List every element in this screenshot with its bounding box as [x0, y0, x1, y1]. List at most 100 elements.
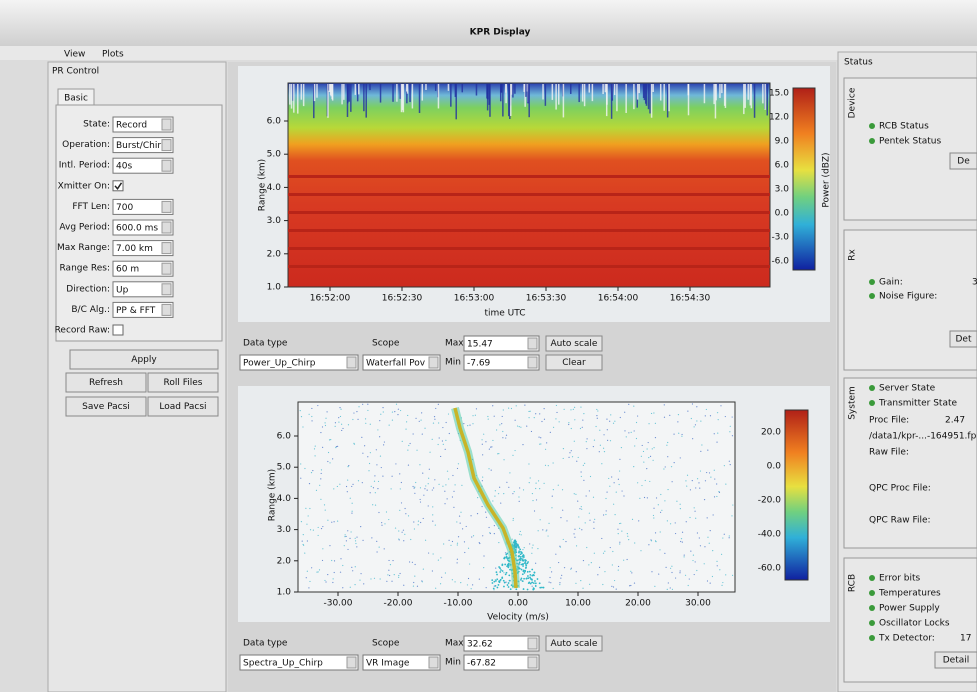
noise-dot	[355, 538, 356, 539]
field-input-arrow[interactable]	[162, 160, 171, 171]
noise-dot	[505, 437, 506, 438]
apply-button-label[interactable]: Apply	[131, 355, 157, 365]
rcb-button-label[interactable]: Detail	[943, 656, 970, 666]
noise-dot	[499, 424, 500, 425]
data-type-select-arrow[interactable]	[347, 357, 356, 368]
plot-button-label[interactable]: Clear	[562, 358, 586, 368]
min-input-arrow[interactable]	[528, 657, 537, 668]
field-input-value[interactable]: Up	[116, 285, 129, 295]
field-input-value[interactable]: 40s	[116, 162, 132, 172]
noise-dot	[729, 431, 730, 432]
noise-streak	[764, 84, 766, 110]
max-input-arrow[interactable]	[528, 638, 537, 649]
scope-select-arrow[interactable]	[429, 657, 438, 668]
max-input-value[interactable]: 15.47	[467, 340, 493, 350]
noise-dot	[692, 438, 693, 439]
plot-button-label[interactable]: Auto scale	[551, 639, 598, 649]
noise-dot	[685, 575, 686, 576]
noise-streak	[392, 84, 394, 102]
noise-streak	[606, 84, 608, 105]
spread-dot	[543, 587, 545, 589]
noise-dot	[584, 463, 585, 464]
scope-select-arrow[interactable]	[429, 357, 438, 368]
field-input-arrow[interactable]	[162, 284, 171, 295]
load-pacsi-button-label[interactable]: Load Pacsi	[159, 402, 206, 412]
noise-dot	[705, 415, 706, 416]
noise-dot	[309, 483, 310, 484]
field-input-arrow[interactable]	[162, 201, 171, 212]
field-input-arrow[interactable]	[162, 304, 171, 315]
noise-dot	[337, 521, 338, 522]
min-input-arrow[interactable]	[528, 357, 537, 368]
noise-dot	[438, 444, 439, 445]
plot-button-label[interactable]: Auto scale	[551, 339, 598, 349]
field-label: Range Res:	[60, 264, 111, 274]
field-input-arrow[interactable]	[162, 119, 171, 130]
noise-dot	[522, 444, 523, 445]
field-input-value[interactable]: PP & FFT	[116, 306, 156, 316]
noise-dot	[405, 513, 406, 514]
spread-dot	[507, 564, 509, 566]
field-input-value[interactable]: Record	[116, 121, 147, 131]
spread-dot	[534, 572, 536, 574]
field-input-value[interactable]: 60 m	[116, 265, 139, 275]
field-input-arrow[interactable]	[162, 140, 171, 151]
data-type-select-value[interactable]: Spectra_Up_Chirp	[243, 659, 323, 669]
noise-dot	[675, 577, 676, 578]
roll-files-button-label[interactable]: Roll Files	[164, 378, 203, 388]
data-type-select-arrow[interactable]	[347, 657, 356, 668]
data-type-select-value[interactable]: Power_Up_Chirp	[243, 359, 316, 369]
noise-dot	[403, 530, 404, 531]
noise-dot	[333, 578, 334, 579]
field-input-arrow[interactable]	[162, 243, 171, 254]
noise-dot	[532, 586, 533, 587]
tab-label[interactable]: Basic	[64, 94, 88, 104]
noise-dot	[410, 539, 411, 540]
max-input-arrow[interactable]	[528, 338, 537, 349]
save-pacsi-button-label[interactable]: Save Pacsi	[82, 402, 130, 412]
noise-dot	[539, 488, 540, 489]
device-button-label[interactable]: De	[957, 157, 970, 167]
max-input-value[interactable]: 32.62	[467, 640, 493, 650]
noise-dot	[578, 516, 579, 517]
noise-streak	[301, 84, 303, 100]
group-title: RCB	[848, 574, 858, 592]
field-input-value[interactable]: 600.0 ms	[116, 224, 158, 234]
noise-streak	[652, 84, 654, 92]
menu-item[interactable]: View	[64, 50, 85, 60]
noise-dot	[570, 409, 571, 410]
noise-dot	[338, 421, 339, 422]
field-input-value[interactable]: 700	[116, 203, 133, 213]
rx-button-label[interactable]: Det	[956, 335, 972, 345]
spread-dot	[492, 582, 494, 584]
spread-dot	[522, 570, 524, 572]
noise-dot	[714, 496, 715, 497]
field-input-arrow[interactable]	[162, 222, 171, 233]
noise-dot	[651, 571, 652, 572]
checkbox[interactable]	[113, 325, 123, 335]
noise-dot	[377, 488, 378, 489]
panel-title: PR Control	[52, 67, 99, 77]
noise-dot	[610, 440, 611, 441]
menu-item[interactable]: Plots	[102, 50, 124, 60]
noise-dot	[574, 537, 575, 538]
noise-streak	[719, 84, 721, 98]
field-input-value[interactable]: Burst/Chirp	[116, 141, 167, 151]
noise-dot	[574, 441, 575, 442]
status-led	[869, 293, 875, 299]
min-input-value[interactable]: -7.69	[467, 359, 491, 369]
min-input-value[interactable]: -67.82	[467, 659, 496, 669]
noise-dot	[634, 430, 635, 431]
noise-dot	[574, 529, 575, 530]
scope-select-value[interactable]: Waterfall Pov	[366, 359, 426, 369]
refresh-button-label[interactable]: Refresh	[89, 378, 123, 388]
field-input-arrow[interactable]	[162, 263, 171, 274]
field-input-value[interactable]: 7.00 km	[116, 244, 153, 254]
noise-streak	[570, 84, 572, 94]
noise-dot	[709, 472, 710, 473]
noise-streak	[510, 84, 512, 116]
scope-select-value[interactable]: VR Image	[366, 659, 410, 669]
noise-dot	[593, 528, 594, 529]
noise-dot	[714, 433, 715, 434]
noise-dot	[365, 423, 366, 424]
